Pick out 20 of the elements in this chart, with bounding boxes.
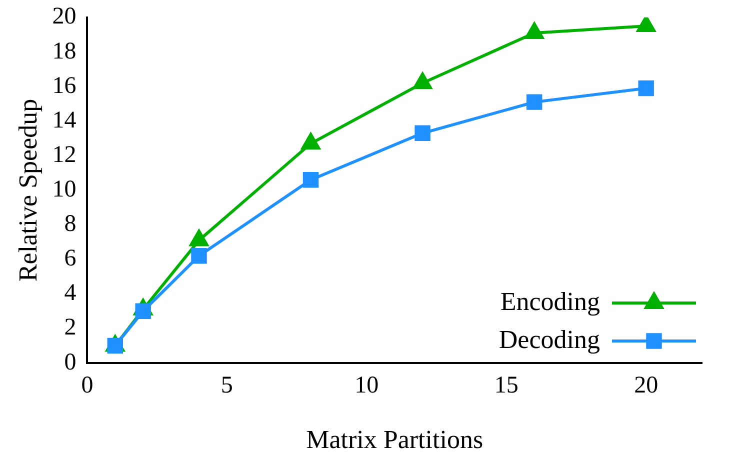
x-tick-label: 20 [634, 372, 658, 399]
y-tick-label: 6 [64, 246, 76, 272]
legend-label: Encoding [500, 286, 600, 316]
y-tick-label: 10 [52, 176, 76, 202]
y-tick-label: 0 [64, 349, 76, 376]
x-tick-label: 0 [81, 372, 94, 399]
x-axis-title: Matrix Partitions [306, 425, 484, 454]
y-tick-label: 4 [64, 280, 76, 306]
y-tick-label: 12 [52, 142, 76, 168]
y-tick-label: 18 [52, 38, 76, 64]
y-tick-label: 8 [64, 211, 76, 238]
y-tick-label: 14 [52, 107, 76, 134]
legend-label: Decoding [498, 324, 600, 354]
x-tick-label: 10 [354, 372, 379, 399]
y-tick-label: 20 [52, 4, 76, 30]
y-tick-label: 16 [52, 72, 76, 99]
x-tick-label: 15 [494, 372, 518, 399]
y-tick-label: 2 [64, 314, 76, 341]
x-tick-label: 5 [220, 372, 233, 399]
y-axis-title: Relative Speedup [13, 98, 42, 282]
